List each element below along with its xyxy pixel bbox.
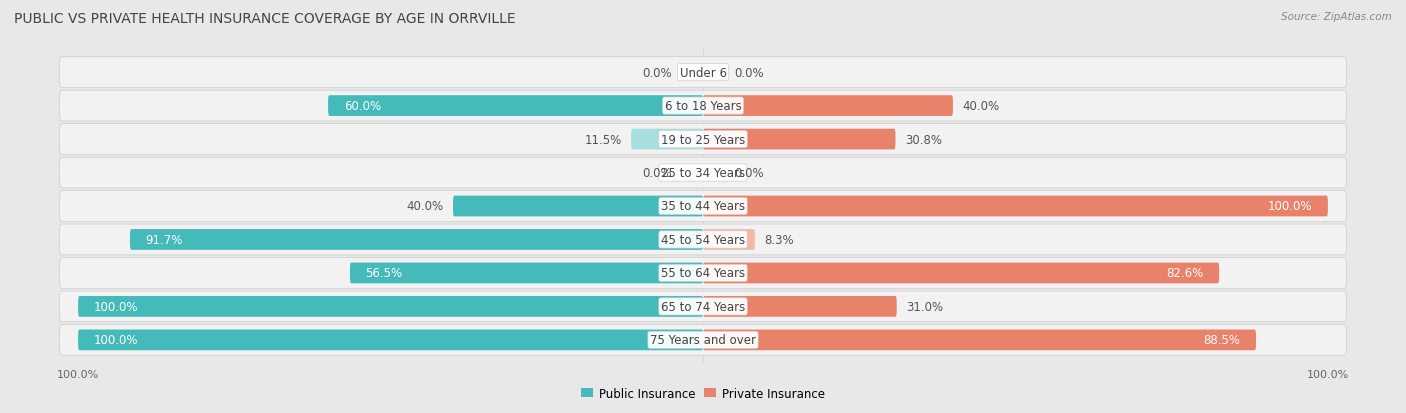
Text: 11.5%: 11.5% (585, 133, 621, 146)
FancyBboxPatch shape (59, 57, 1347, 88)
Text: 8.3%: 8.3% (765, 233, 794, 247)
Text: 55 to 64 Years: 55 to 64 Years (661, 267, 745, 280)
Text: 88.5%: 88.5% (1204, 334, 1240, 347)
FancyBboxPatch shape (59, 91, 1347, 122)
Text: 82.6%: 82.6% (1167, 267, 1204, 280)
FancyBboxPatch shape (703, 296, 897, 317)
Text: 25 to 34 Years: 25 to 34 Years (661, 166, 745, 180)
Text: 19 to 25 Years: 19 to 25 Years (661, 133, 745, 146)
FancyBboxPatch shape (453, 196, 703, 217)
FancyBboxPatch shape (350, 263, 703, 284)
Text: 65 to 74 Years: 65 to 74 Years (661, 300, 745, 313)
Text: 56.5%: 56.5% (366, 267, 402, 280)
Text: 75 Years and over: 75 Years and over (650, 334, 756, 347)
Text: PUBLIC VS PRIVATE HEALTH INSURANCE COVERAGE BY AGE IN ORRVILLE: PUBLIC VS PRIVATE HEALTH INSURANCE COVER… (14, 12, 516, 26)
Text: 0.0%: 0.0% (643, 166, 672, 180)
FancyBboxPatch shape (59, 191, 1347, 222)
FancyBboxPatch shape (703, 196, 1327, 217)
FancyBboxPatch shape (79, 330, 703, 350)
FancyBboxPatch shape (59, 325, 1347, 356)
Text: 40.0%: 40.0% (962, 100, 1000, 113)
Text: 60.0%: 60.0% (343, 100, 381, 113)
Text: 31.0%: 31.0% (905, 300, 943, 313)
Text: 35 to 44 Years: 35 to 44 Years (661, 200, 745, 213)
Text: 45 to 54 Years: 45 to 54 Years (661, 233, 745, 247)
Legend: Public Insurance, Private Insurance: Public Insurance, Private Insurance (576, 382, 830, 405)
FancyBboxPatch shape (59, 225, 1347, 255)
FancyBboxPatch shape (79, 296, 703, 317)
Text: 100.0%: 100.0% (94, 300, 138, 313)
FancyBboxPatch shape (59, 158, 1347, 188)
FancyBboxPatch shape (328, 96, 703, 117)
Text: 100.0%: 100.0% (94, 334, 138, 347)
FancyBboxPatch shape (59, 291, 1347, 322)
FancyBboxPatch shape (129, 230, 703, 250)
Text: 40.0%: 40.0% (406, 200, 444, 213)
FancyBboxPatch shape (631, 129, 703, 150)
Text: Source: ZipAtlas.com: Source: ZipAtlas.com (1281, 12, 1392, 22)
FancyBboxPatch shape (59, 124, 1347, 155)
Text: 6 to 18 Years: 6 to 18 Years (665, 100, 741, 113)
Text: 0.0%: 0.0% (734, 166, 763, 180)
FancyBboxPatch shape (703, 129, 896, 150)
Text: 0.0%: 0.0% (643, 66, 672, 79)
Text: Under 6: Under 6 (679, 66, 727, 79)
FancyBboxPatch shape (703, 96, 953, 117)
FancyBboxPatch shape (703, 330, 1256, 350)
FancyBboxPatch shape (703, 263, 1219, 284)
Text: 30.8%: 30.8% (905, 133, 942, 146)
Text: 100.0%: 100.0% (1268, 200, 1312, 213)
Text: 91.7%: 91.7% (146, 233, 183, 247)
FancyBboxPatch shape (703, 230, 755, 250)
FancyBboxPatch shape (59, 258, 1347, 289)
Text: 0.0%: 0.0% (734, 66, 763, 79)
